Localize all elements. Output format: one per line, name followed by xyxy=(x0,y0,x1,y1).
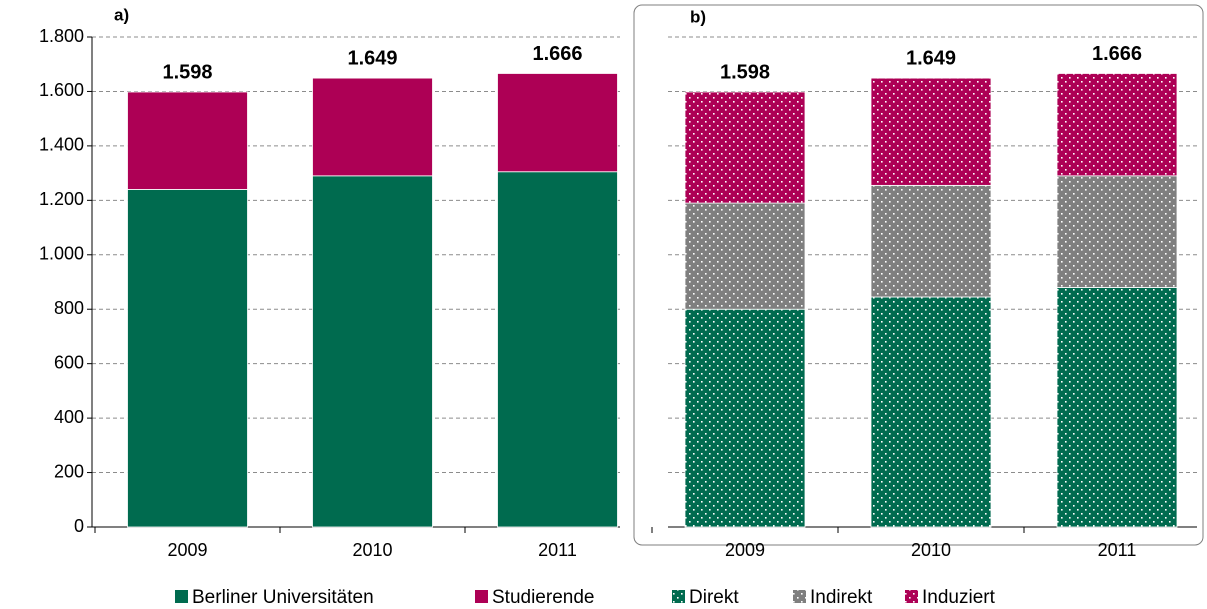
x-tick-label: 2009 xyxy=(725,540,765,560)
total-label: 1.649 xyxy=(906,47,956,69)
y-tick-label: 1.600 xyxy=(39,80,84,100)
bar-segment xyxy=(312,77,433,177)
bar-segment xyxy=(1056,175,1178,288)
bar-segment xyxy=(497,73,618,173)
y-tick-label: 1.000 xyxy=(39,244,84,264)
x-tick-label: 2010 xyxy=(352,540,392,560)
y-tick-label: 0 xyxy=(74,516,84,536)
bar-segment xyxy=(870,77,992,186)
legend-label: Induziert xyxy=(922,587,996,608)
bar-segment xyxy=(127,91,248,190)
y-tick-label: 600 xyxy=(54,352,84,372)
x-tick-label: 2010 xyxy=(911,540,951,560)
y-tick-label: 1.800 xyxy=(39,26,84,46)
y-tick-label: 400 xyxy=(54,407,84,427)
bar-segment xyxy=(684,202,806,310)
panel-label: b) xyxy=(690,7,706,26)
x-tick-label: 2009 xyxy=(167,540,207,560)
legend-swatch xyxy=(672,590,685,603)
y-tick-label: 1.400 xyxy=(39,135,84,155)
y-tick-label: 200 xyxy=(54,461,84,481)
y-tick-label: 1.200 xyxy=(39,189,84,209)
panel-frame xyxy=(633,4,1204,546)
x-tick-label: 2011 xyxy=(538,540,577,560)
legend-swatch xyxy=(475,590,488,603)
legend-label: Berliner Universitäten xyxy=(192,587,374,608)
legend-swatch xyxy=(175,590,188,603)
bar-segment xyxy=(684,91,806,204)
legend-label: Studierende xyxy=(492,587,594,608)
legend-label: Indirekt xyxy=(810,587,873,608)
bar-segment xyxy=(870,296,992,528)
total-label: 1.666 xyxy=(532,43,582,65)
bar-segment xyxy=(1056,287,1178,528)
bar-segment xyxy=(497,171,618,528)
total-label: 1.598 xyxy=(720,61,770,83)
bar-segment xyxy=(127,189,248,528)
legend-swatch xyxy=(905,590,918,603)
legend-swatch xyxy=(793,590,806,603)
bar-segment xyxy=(312,175,433,528)
x-tick-label: 2011 xyxy=(1098,540,1137,560)
total-label: 1.598 xyxy=(162,61,212,83)
panel-label: a) xyxy=(114,5,129,24)
bar-segment xyxy=(870,184,992,298)
bar-segment xyxy=(1056,73,1178,177)
total-label: 1.666 xyxy=(1092,43,1142,65)
y-tick-label: 800 xyxy=(54,298,84,318)
total-label: 1.649 xyxy=(347,47,397,69)
bar-segment xyxy=(684,308,806,528)
legend-label: Direkt xyxy=(689,587,739,608)
